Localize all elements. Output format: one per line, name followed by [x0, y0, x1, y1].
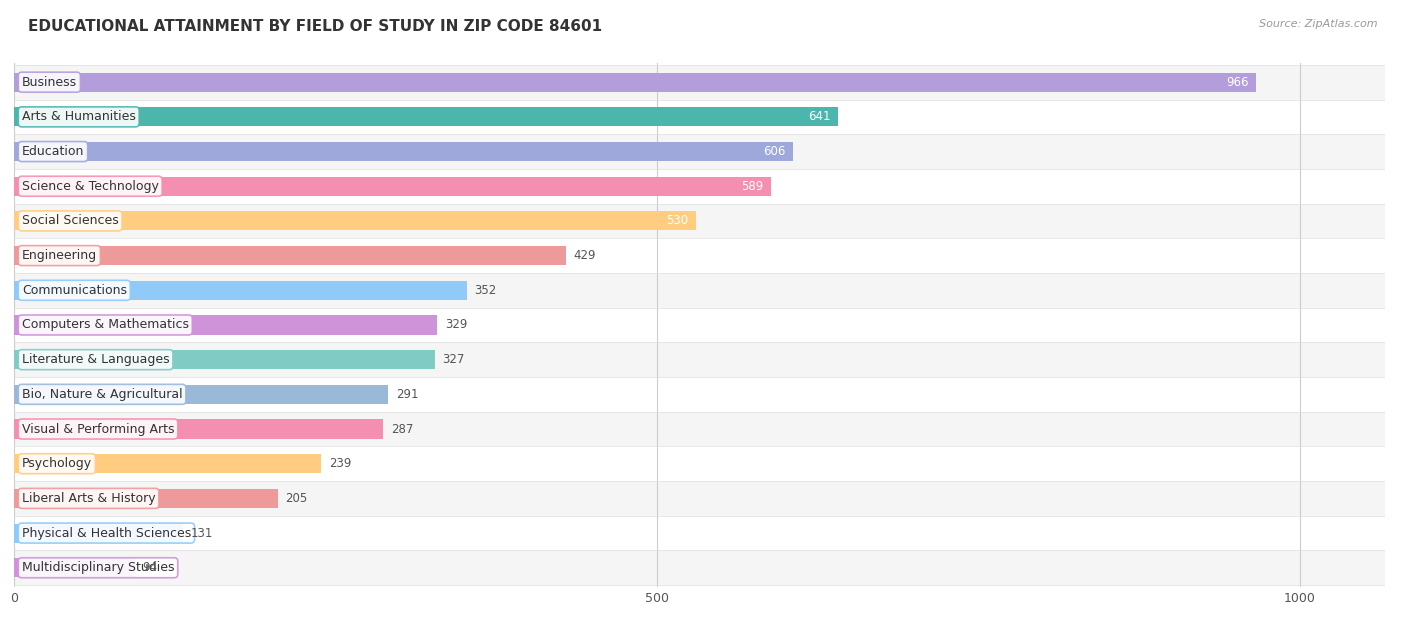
Text: 352: 352 [474, 284, 496, 297]
Bar [14, 73, 1257, 91]
Text: 429: 429 [574, 249, 596, 262]
Bar [14, 100, 1385, 134]
Text: Science & Technology: Science & Technology [21, 180, 159, 192]
Bar [14, 481, 1385, 516]
Text: 966: 966 [1226, 76, 1249, 89]
Text: Multidisciplinary Studies: Multidisciplinary Studies [21, 561, 174, 574]
Text: Physical & Health Sciences: Physical & Health Sciences [21, 527, 191, 540]
Bar [14, 308, 1385, 342]
Text: Visual & Performing Arts: Visual & Performing Arts [21, 423, 174, 435]
Text: 287: 287 [391, 423, 413, 435]
Text: Arts & Humanities: Arts & Humanities [21, 110, 135, 123]
Bar [14, 134, 1385, 169]
Bar [14, 65, 1385, 100]
Bar [14, 558, 135, 577]
Text: Communications: Communications [21, 284, 127, 297]
Text: 291: 291 [396, 388, 419, 401]
Text: Business: Business [21, 76, 77, 89]
Text: 589: 589 [741, 180, 763, 192]
Text: 327: 327 [443, 353, 464, 366]
Text: Bio, Nature & Agricultural: Bio, Nature & Agricultural [21, 388, 183, 401]
Bar [14, 273, 1385, 308]
Bar [14, 454, 322, 473]
Bar [14, 446, 1385, 481]
Bar [14, 316, 437, 334]
Bar [14, 107, 838, 126]
Text: 94: 94 [142, 561, 157, 574]
Bar [14, 411, 1385, 446]
Bar [14, 350, 434, 369]
Text: Liberal Arts & History: Liberal Arts & History [21, 492, 156, 505]
Bar [14, 342, 1385, 377]
Bar [14, 246, 565, 265]
Text: Engineering: Engineering [21, 249, 97, 262]
Bar [14, 385, 388, 404]
Bar [14, 211, 696, 230]
Bar [14, 204, 1385, 239]
Bar [14, 169, 1385, 204]
Bar [14, 377, 1385, 411]
Text: 606: 606 [763, 145, 786, 158]
Bar [14, 516, 1385, 550]
Bar [14, 281, 467, 300]
Bar [14, 239, 1385, 273]
Text: 239: 239 [329, 457, 352, 470]
Text: Social Sciences: Social Sciences [21, 215, 118, 227]
Bar [14, 420, 382, 439]
Text: Source: ZipAtlas.com: Source: ZipAtlas.com [1260, 19, 1378, 29]
Bar [14, 489, 278, 508]
Text: 131: 131 [190, 527, 212, 540]
Text: 205: 205 [285, 492, 308, 505]
Text: Psychology: Psychology [21, 457, 91, 470]
Text: 641: 641 [808, 110, 831, 123]
Text: Literature & Languages: Literature & Languages [21, 353, 169, 366]
Text: EDUCATIONAL ATTAINMENT BY FIELD OF STUDY IN ZIP CODE 84601: EDUCATIONAL ATTAINMENT BY FIELD OF STUDY… [28, 19, 602, 34]
Bar [14, 177, 772, 196]
Text: 329: 329 [444, 319, 467, 331]
Text: 530: 530 [666, 215, 688, 227]
Bar [14, 524, 183, 543]
Bar [14, 142, 793, 161]
Text: Computers & Mathematics: Computers & Mathematics [21, 319, 188, 331]
Bar [14, 550, 1385, 585]
Text: Education: Education [21, 145, 84, 158]
